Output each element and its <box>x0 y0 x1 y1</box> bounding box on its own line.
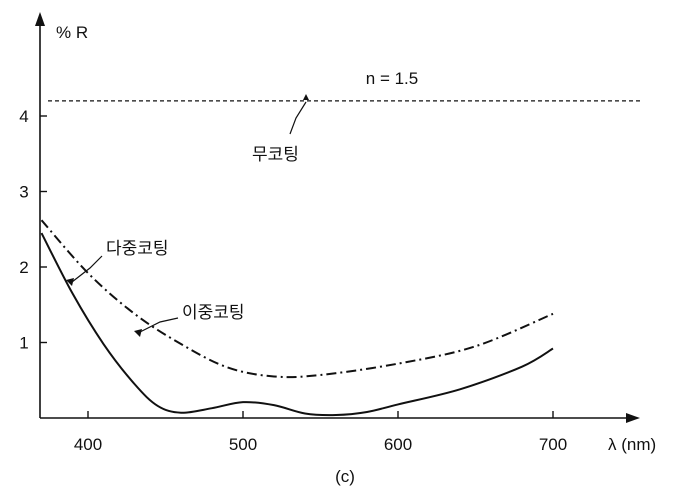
refractive-index-label: n = 1.5 <box>366 69 418 88</box>
x-tick-label: 500 <box>229 435 257 454</box>
x-axis-arrow <box>626 413 640 423</box>
multicoat-label: 다중코팅 <box>106 239 169 258</box>
y-tick-label: 2 <box>19 258 28 277</box>
series-line-dashdot <box>40 219 554 379</box>
y-axis-arrow <box>35 12 45 26</box>
y-axis-label: % R <box>56 23 88 42</box>
uncoated-leader-arrow <box>303 94 309 100</box>
x-tick-label: 600 <box>384 435 412 454</box>
uncoated-label: 무코팅 <box>252 145 299 164</box>
doublecoat-label: 이중코팅 <box>182 303 245 322</box>
figure-caption: (c) <box>335 467 355 486</box>
x-tick-label: 400 <box>74 435 102 454</box>
y-tick-label: 1 <box>19 334 28 353</box>
y-tick-label: 3 <box>19 183 28 202</box>
doublecoat-leader-arrow <box>134 329 142 337</box>
doublecoat-leader-line <box>139 317 179 333</box>
x-axis-label: λ (nm) <box>608 435 656 454</box>
x-tick-label: 700 <box>539 435 567 454</box>
series-line-solid <box>40 232 554 417</box>
y-tick-label: 4 <box>19 107 28 126</box>
multicoat-leader-line <box>71 255 103 283</box>
uncoated-leader-line <box>289 101 307 135</box>
multicoat-leader-arrow <box>66 278 74 286</box>
